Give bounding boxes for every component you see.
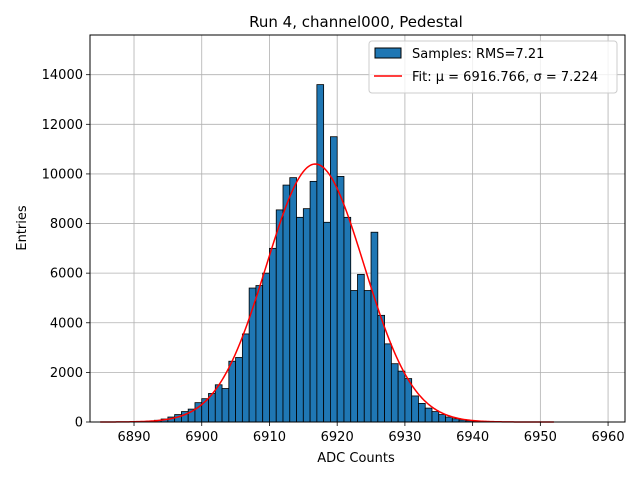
y-axis-label: Entries — [15, 205, 30, 251]
x-tick-label: 6930 — [388, 430, 421, 445]
histogram-bars — [140, 84, 507, 423]
y-tick-label: 8000 — [50, 217, 83, 232]
histogram-bar — [445, 416, 453, 423]
y-tick-label: 6000 — [50, 267, 83, 282]
histogram-bar — [370, 231, 379, 423]
y-tick-label: 2000 — [50, 366, 83, 381]
histogram-bar — [214, 384, 223, 423]
histogram-bar — [302, 208, 311, 423]
histogram-bar — [377, 314, 385, 423]
chart-title: Run 4, channel000, Pedestal — [249, 13, 463, 31]
x-axis-label: ADC Counts — [317, 451, 395, 466]
histogram-bar — [384, 343, 392, 423]
y-tick-label: 4000 — [50, 316, 83, 331]
histogram-bar — [262, 272, 270, 423]
histogram-bar — [316, 84, 325, 423]
histogram-bar — [350, 290, 358, 423]
fit-curve-layer — [100, 163, 554, 423]
x-tick-label: 6900 — [185, 430, 218, 445]
histogram-bar — [363, 290, 372, 423]
histogram-bar — [390, 363, 399, 423]
x-axis-ticks: 6890 6900 6910 6920 6930 6940 6950 6960 — [117, 422, 625, 445]
histogram-bar — [418, 402, 426, 423]
histogram-bar — [404, 378, 413, 423]
histogram-bar — [336, 176, 345, 423]
legend-label-fit: Fit: μ = 6916.766, σ = 7.224 — [412, 70, 598, 85]
histogram-bar — [289, 177, 297, 423]
histogram-bar — [323, 221, 331, 423]
y-tick-label: 14000 — [42, 68, 83, 83]
y-tick-label: 12000 — [42, 118, 83, 133]
y-tick-label: 10000 — [42, 167, 83, 182]
histogram-bar — [228, 360, 237, 423]
y-axis-ticks: 0 2000 4000 6000 8000 10000 12000 14000 — [42, 68, 90, 431]
histogram-bar — [397, 370, 406, 423]
histogram-bar — [431, 411, 440, 423]
legend-box — [368, 40, 618, 94]
histogram-bar — [255, 285, 264, 423]
gaussian-fit-curve — [100, 163, 554, 423]
x-tick-label: 6910 — [253, 430, 286, 445]
histogram-bar — [424, 407, 433, 423]
histogram-bar — [296, 216, 304, 423]
histogram-bar — [282, 184, 291, 423]
histogram-bar — [275, 209, 284, 423]
histogram-bar — [309, 180, 318, 423]
x-tick-label: 6940 — [456, 430, 489, 445]
legend-swatch-samples — [374, 47, 402, 59]
x-tick-label: 6890 — [117, 430, 150, 445]
x-tick-label: 6920 — [321, 430, 354, 445]
histogram-bar — [438, 414, 446, 423]
histogram-bar — [411, 395, 419, 423]
histogram-bar — [330, 136, 338, 423]
histogram-bar — [221, 388, 230, 423]
histogram-bar — [241, 333, 250, 423]
legend-label-samples: Samples: RMS=7.21 — [412, 47, 544, 62]
histogram-bar — [343, 216, 352, 423]
histogram-bar — [269, 247, 277, 423]
x-tick-label: 6960 — [592, 430, 625, 445]
plot-frame — [89, 34, 626, 423]
histogram-bar — [235, 357, 243, 423]
x-tick-label: 6950 — [524, 430, 557, 445]
y-tick-label: 0 — [75, 416, 83, 431]
legend: Samples: RMS=7.21 Fit: μ = 6916.766, σ =… — [368, 40, 618, 94]
histogram-bar — [357, 273, 365, 423]
